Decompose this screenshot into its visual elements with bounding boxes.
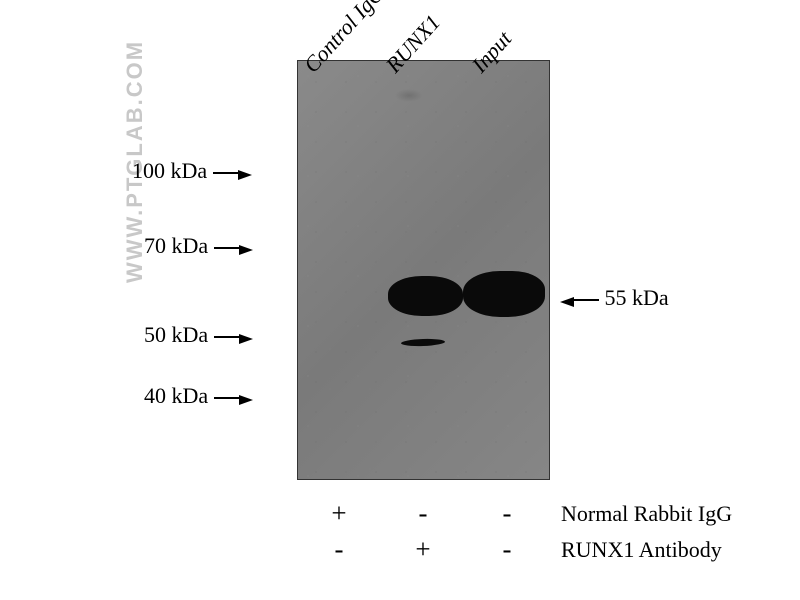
mw-50: 50 kDa [144, 322, 253, 350]
mw-40: 40 kDa [144, 383, 253, 411]
detected-band-label: 55 kDa [560, 285, 669, 313]
arrow-line [214, 397, 240, 399]
condition-row-2: - + - RUNX1 Antibody [297, 534, 722, 565]
blot-figure: WWW.PTGLAB.COM Control IgG RUNX1 Input 1… [0, 0, 800, 600]
mw-50-text: 50 kDa [144, 322, 208, 347]
cell-r2c3: - [465, 534, 549, 565]
mw-70-text: 70 kDa [144, 233, 208, 258]
mw-40-text: 40 kDa [144, 383, 208, 408]
band-runx1-lane [388, 276, 463, 316]
arrow-line [214, 336, 240, 338]
mw-70: 70 kDa [144, 233, 253, 261]
cell-r1c1: + [297, 498, 381, 529]
mw-100-text: 100 kDa [132, 158, 207, 183]
mw-100: 100 kDa [132, 158, 252, 186]
cell-r2c2: + [381, 534, 465, 565]
arrow-line [213, 172, 239, 174]
arrow-right-icon [239, 385, 253, 411]
cell-r1c3: - [465, 498, 549, 529]
faint-smudge [395, 89, 423, 102]
arrow-line [214, 247, 240, 249]
band-input-lane [463, 271, 545, 317]
row2-label: RUNX1 Antibody [561, 537, 722, 563]
arrow-right-icon [239, 324, 253, 350]
cell-r2c1: - [297, 534, 381, 565]
arrow-right-icon [239, 235, 253, 261]
arrow-right-icon [238, 160, 252, 186]
row1-label: Normal Rabbit IgG [561, 501, 732, 527]
arrow-line [573, 299, 599, 301]
blot-membrane [297, 60, 550, 480]
blot-noise [298, 61, 549, 479]
condition-row-1: + - - Normal Rabbit IgG [297, 498, 732, 529]
detected-band-text: 55 kDa [605, 285, 669, 310]
arrow-left-icon [560, 287, 574, 313]
cell-r1c2: - [381, 498, 465, 529]
